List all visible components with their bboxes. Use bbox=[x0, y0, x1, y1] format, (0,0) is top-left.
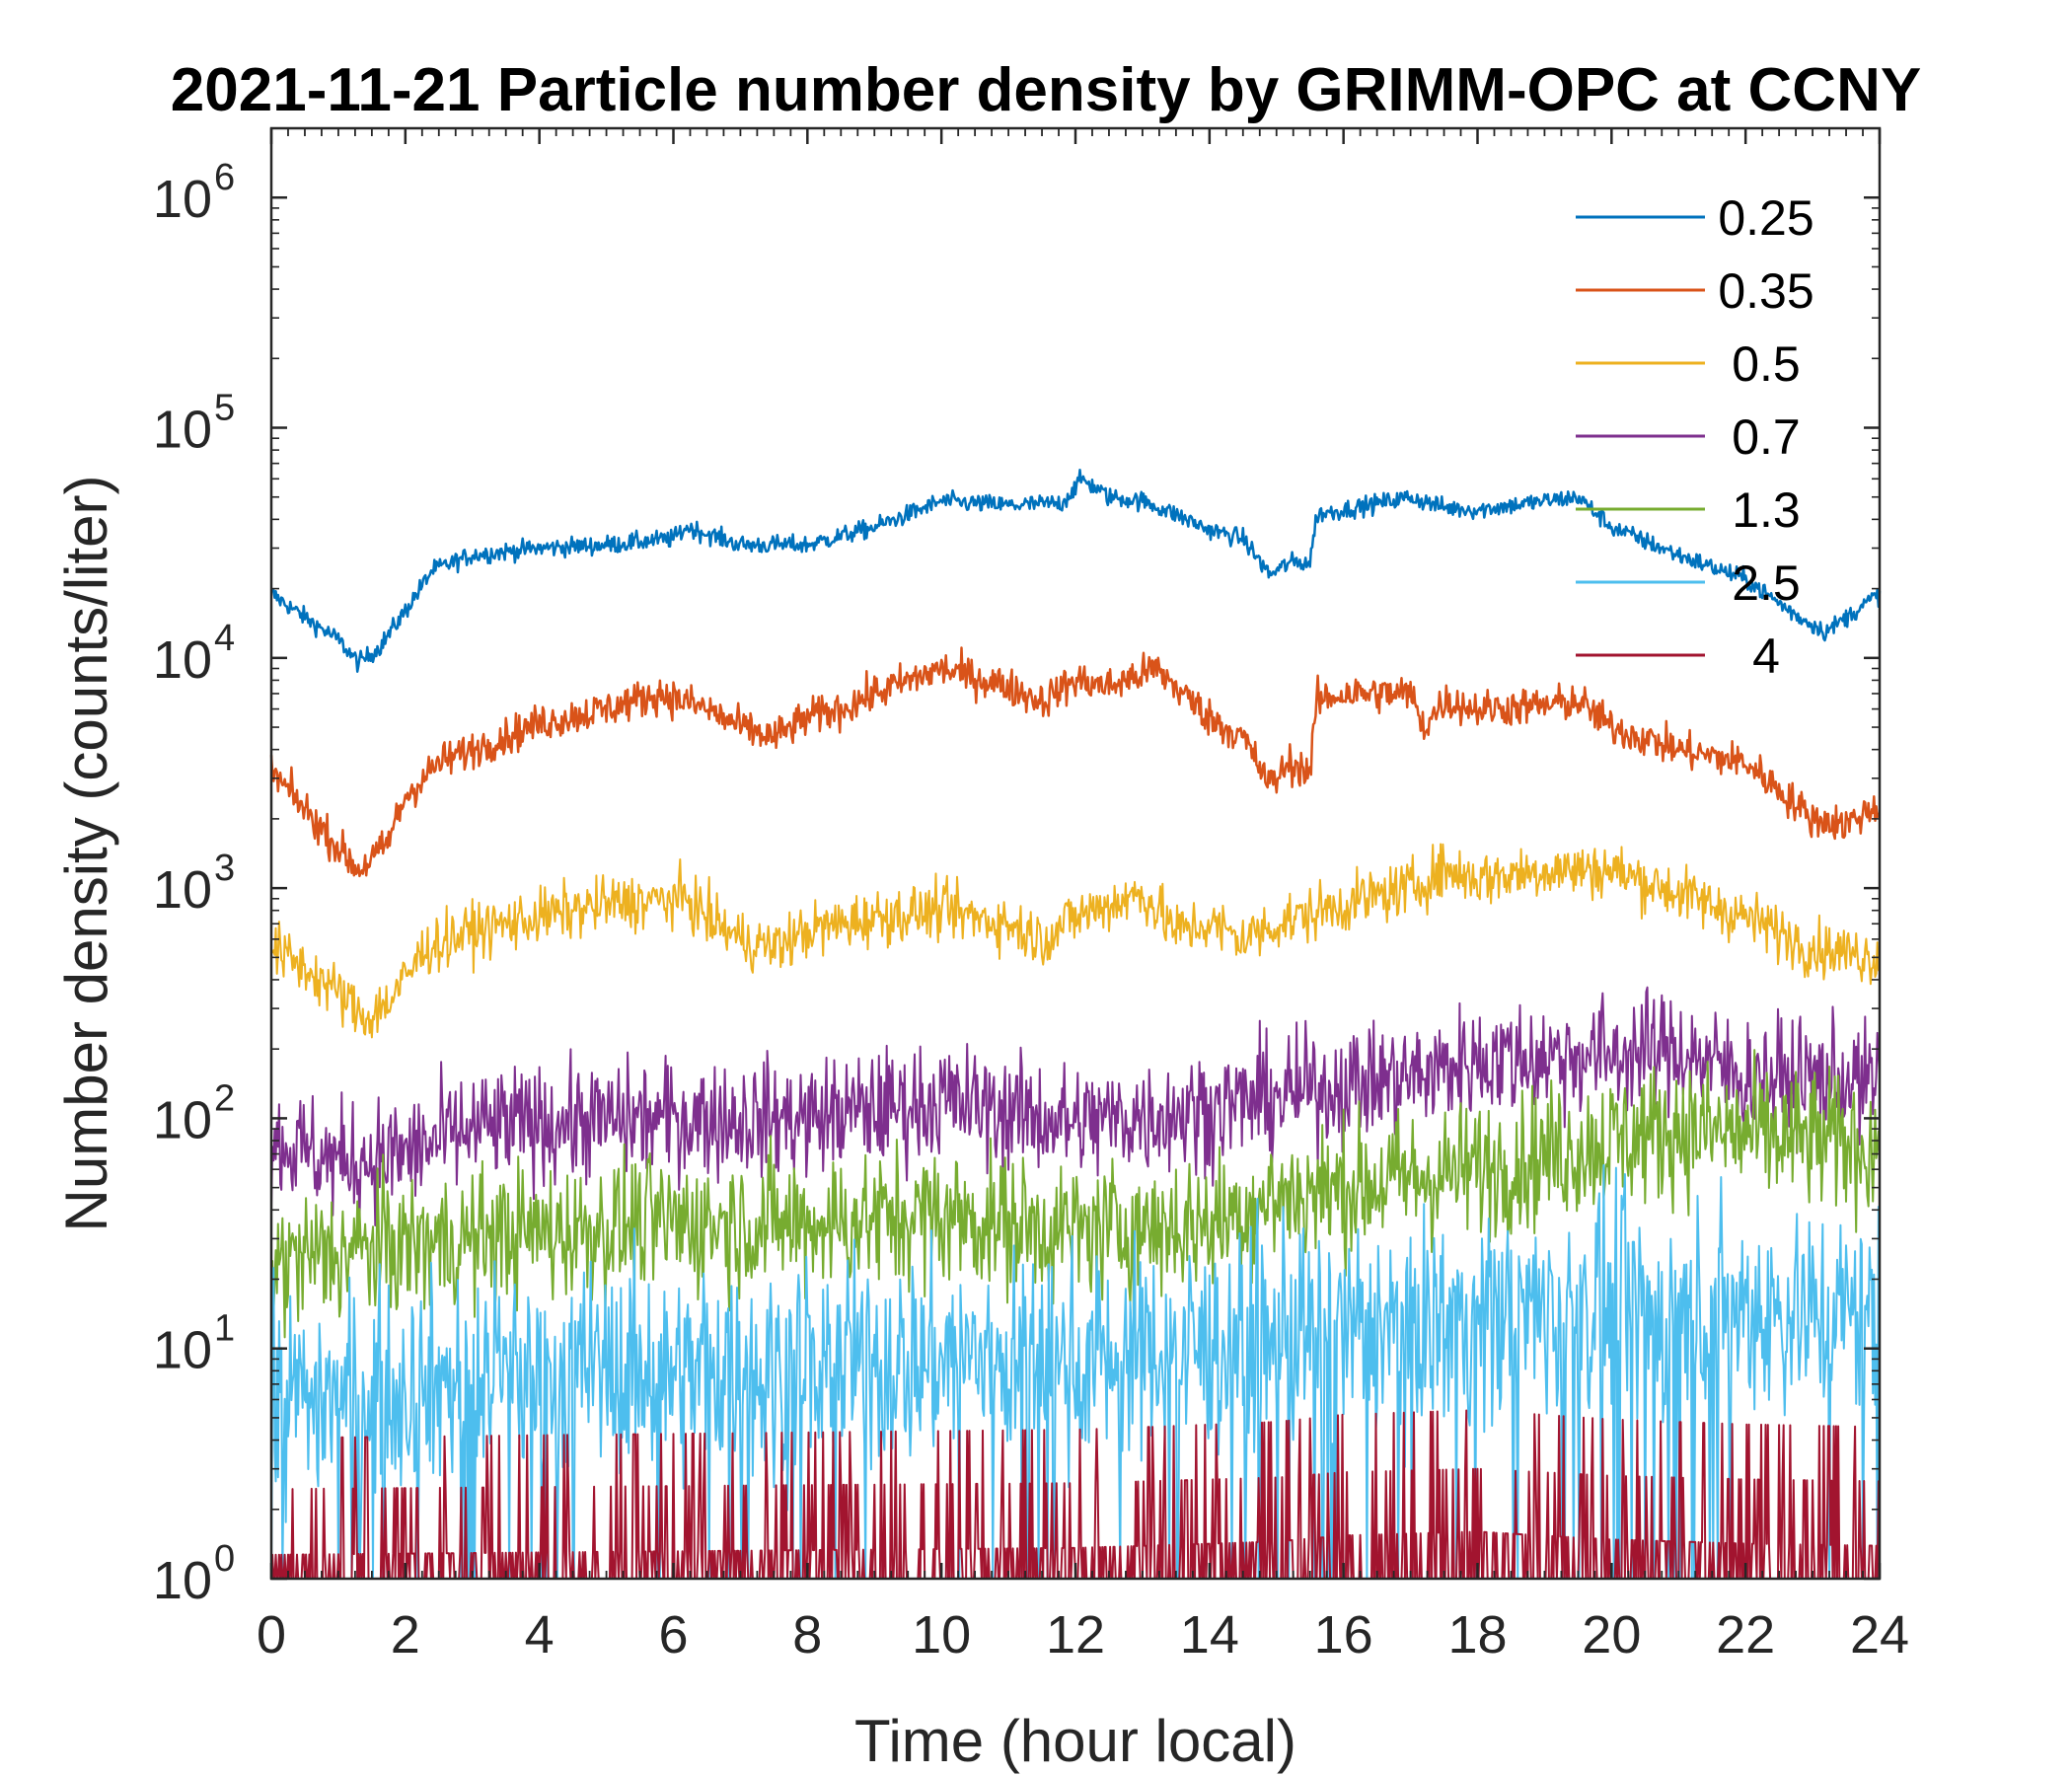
x-tick-label: 10 bbox=[912, 1605, 971, 1665]
x-tick-label: 16 bbox=[1314, 1605, 1373, 1665]
x-axis-label: Time (hour local) bbox=[854, 1708, 1296, 1774]
legend-label: 4 bbox=[1752, 629, 1780, 684]
series-line-1p3 bbox=[270, 1049, 1881, 1339]
y-tick-label-exponent: 2 bbox=[214, 1077, 235, 1119]
y-tick-label-base: 10 bbox=[153, 401, 212, 460]
y-tick-label-base: 10 bbox=[153, 170, 212, 229]
series-line-0p35 bbox=[269, 646, 1881, 878]
x-tick-label: 20 bbox=[1582, 1605, 1641, 1665]
chart-title: 2021-11-21 Particle number density by GR… bbox=[171, 56, 1921, 124]
y-tick-label-exponent: 1 bbox=[214, 1308, 235, 1350]
x-tick-label: 22 bbox=[1716, 1605, 1775, 1665]
legend-label: 0.5 bbox=[1732, 336, 1801, 392]
x-tick-label: 12 bbox=[1046, 1605, 1105, 1665]
y-tick-label-exponent: 6 bbox=[214, 157, 235, 198]
x-tick-label: 18 bbox=[1447, 1605, 1507, 1665]
x-tick-label: 0 bbox=[257, 1605, 286, 1665]
x-tick-label: 8 bbox=[792, 1605, 822, 1665]
y-tick-label-base: 10 bbox=[153, 1090, 212, 1149]
x-tick-label: 14 bbox=[1180, 1605, 1239, 1665]
y-tick-label-exponent: 3 bbox=[214, 848, 235, 889]
series-line-0p25 bbox=[269, 469, 1882, 673]
x-tick-label: 24 bbox=[1850, 1605, 1909, 1665]
y-tick-label-base: 10 bbox=[153, 860, 212, 920]
y-tick-label-base: 10 bbox=[153, 1321, 212, 1380]
legend-label: 0.7 bbox=[1732, 409, 1801, 465]
legend-label: 0.25 bbox=[1718, 190, 1813, 246]
y-tick-label-exponent: 4 bbox=[214, 618, 235, 659]
x-tick-label: 6 bbox=[658, 1605, 688, 1665]
series-line-2p5 bbox=[270, 1163, 1881, 1580]
series-line-0p7 bbox=[270, 986, 1881, 1226]
x-ticks: 0 2 4 6 8 10 12 14 16 18 20 22 24 bbox=[257, 128, 1909, 1665]
series-line-0p5 bbox=[270, 843, 1881, 1039]
x-tick-label: 2 bbox=[391, 1605, 420, 1665]
legend-label: 1.3 bbox=[1732, 482, 1801, 538]
y-tick-label-exponent: 5 bbox=[214, 388, 235, 429]
legend-label: 0.35 bbox=[1718, 263, 1813, 319]
y-axis-label: Number density (counts/liter) bbox=[53, 476, 119, 1232]
legend-label: 2.5 bbox=[1732, 555, 1801, 611]
x-tick-label: 4 bbox=[525, 1605, 555, 1665]
legend: 0.25 0.35 0.5 0.7 1.3 2.5 4 bbox=[1576, 190, 1814, 684]
y-tick-label-exponent: 0 bbox=[214, 1538, 235, 1580]
y-tick-label-base: 10 bbox=[153, 630, 212, 690]
y-tick-label-base: 10 bbox=[153, 1551, 212, 1610]
